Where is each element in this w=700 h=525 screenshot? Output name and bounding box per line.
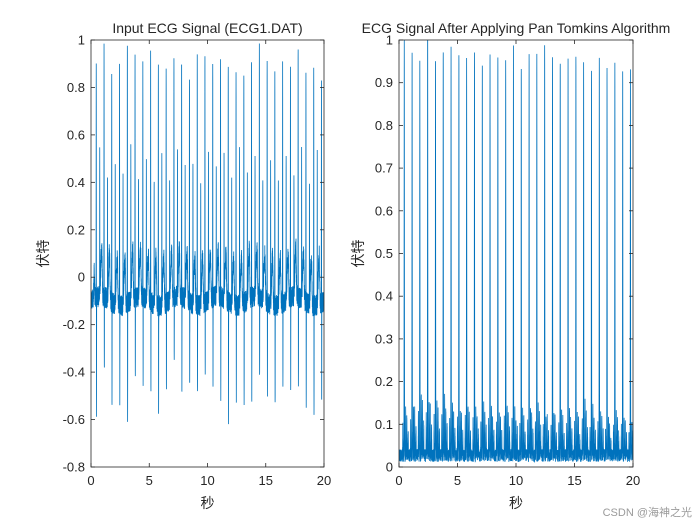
axes-box — [398, 39, 634, 468]
x-tick-label: 5 — [146, 473, 153, 488]
y-tick-label: 0.8 — [67, 80, 85, 95]
x-tick-label: 20 — [626, 473, 640, 488]
y-tick-label: 0 — [78, 270, 85, 285]
chart-panel-1: 0 5 10 15 20 -0.8 -0.6 -0.4 -0.2 0 0.2 0.4 0.6 0.8 1 In… — [35, 20, 331, 511]
y-tick-label: 0.3 — [375, 331, 393, 346]
y-tick-label: 1 — [386, 33, 393, 48]
y-tick-label: 0.1 — [375, 417, 393, 432]
x-tick-label: 10 — [509, 473, 523, 488]
y-axis-label: 伏特 — [350, 240, 366, 268]
y-tick-label: 0.9 — [375, 75, 393, 90]
watermark-text: CSDN @海神之光 — [603, 505, 692, 519]
series-line — [91, 43, 324, 425]
y-tick-label: -0.8 — [63, 460, 85, 475]
x-tick-label: 20 — [317, 473, 331, 488]
axes-box — [90, 39, 325, 468]
x-axis-label: 秒 — [201, 495, 215, 511]
y-tick-label: 0.5 — [375, 246, 393, 261]
y-tick-label: 1 — [78, 33, 85, 48]
y-tick-label: 0.7 — [375, 161, 393, 176]
y-tick-label: 0.2 — [67, 222, 85, 237]
series-line — [399, 40, 633, 464]
chart-panel-2: 0 5 10 15 20 0 0.1 0.2 0.3 0.4 0.5 0.6 0.7 0.8 0.9 1ECG… — [350, 20, 670, 511]
y-tick-label: -0.6 — [63, 412, 85, 427]
y-tick-label: 0.2 — [375, 374, 393, 389]
y-tick-label: 0.4 — [375, 289, 393, 304]
x-tick-label: 15 — [567, 473, 581, 488]
x-tick-label: 5 — [454, 473, 461, 488]
y-tick-label: 0 — [386, 460, 393, 475]
x-axis-label: 秒 — [509, 495, 523, 511]
y-tick-label: 0.4 — [67, 175, 85, 190]
x-tick-label: 0 — [87, 473, 94, 488]
y-axis-label: 伏特 — [35, 240, 51, 268]
y-tick-label: 0.6 — [67, 127, 85, 142]
x-tick-label: 10 — [200, 473, 214, 488]
y-tick-label: -0.2 — [63, 317, 85, 332]
y-tick-label: -0.4 — [63, 365, 85, 380]
chart-title: ECG Signal After Applying Pan Tomkins Al… — [362, 20, 671, 36]
chart-title: Input ECG Signal (ECG1.DAT) — [112, 20, 302, 36]
x-tick-label: 15 — [259, 473, 273, 488]
y-tick-label: 0.6 — [375, 203, 393, 218]
y-tick-label: 0.8 — [375, 118, 393, 133]
x-tick-label: 0 — [395, 473, 402, 488]
